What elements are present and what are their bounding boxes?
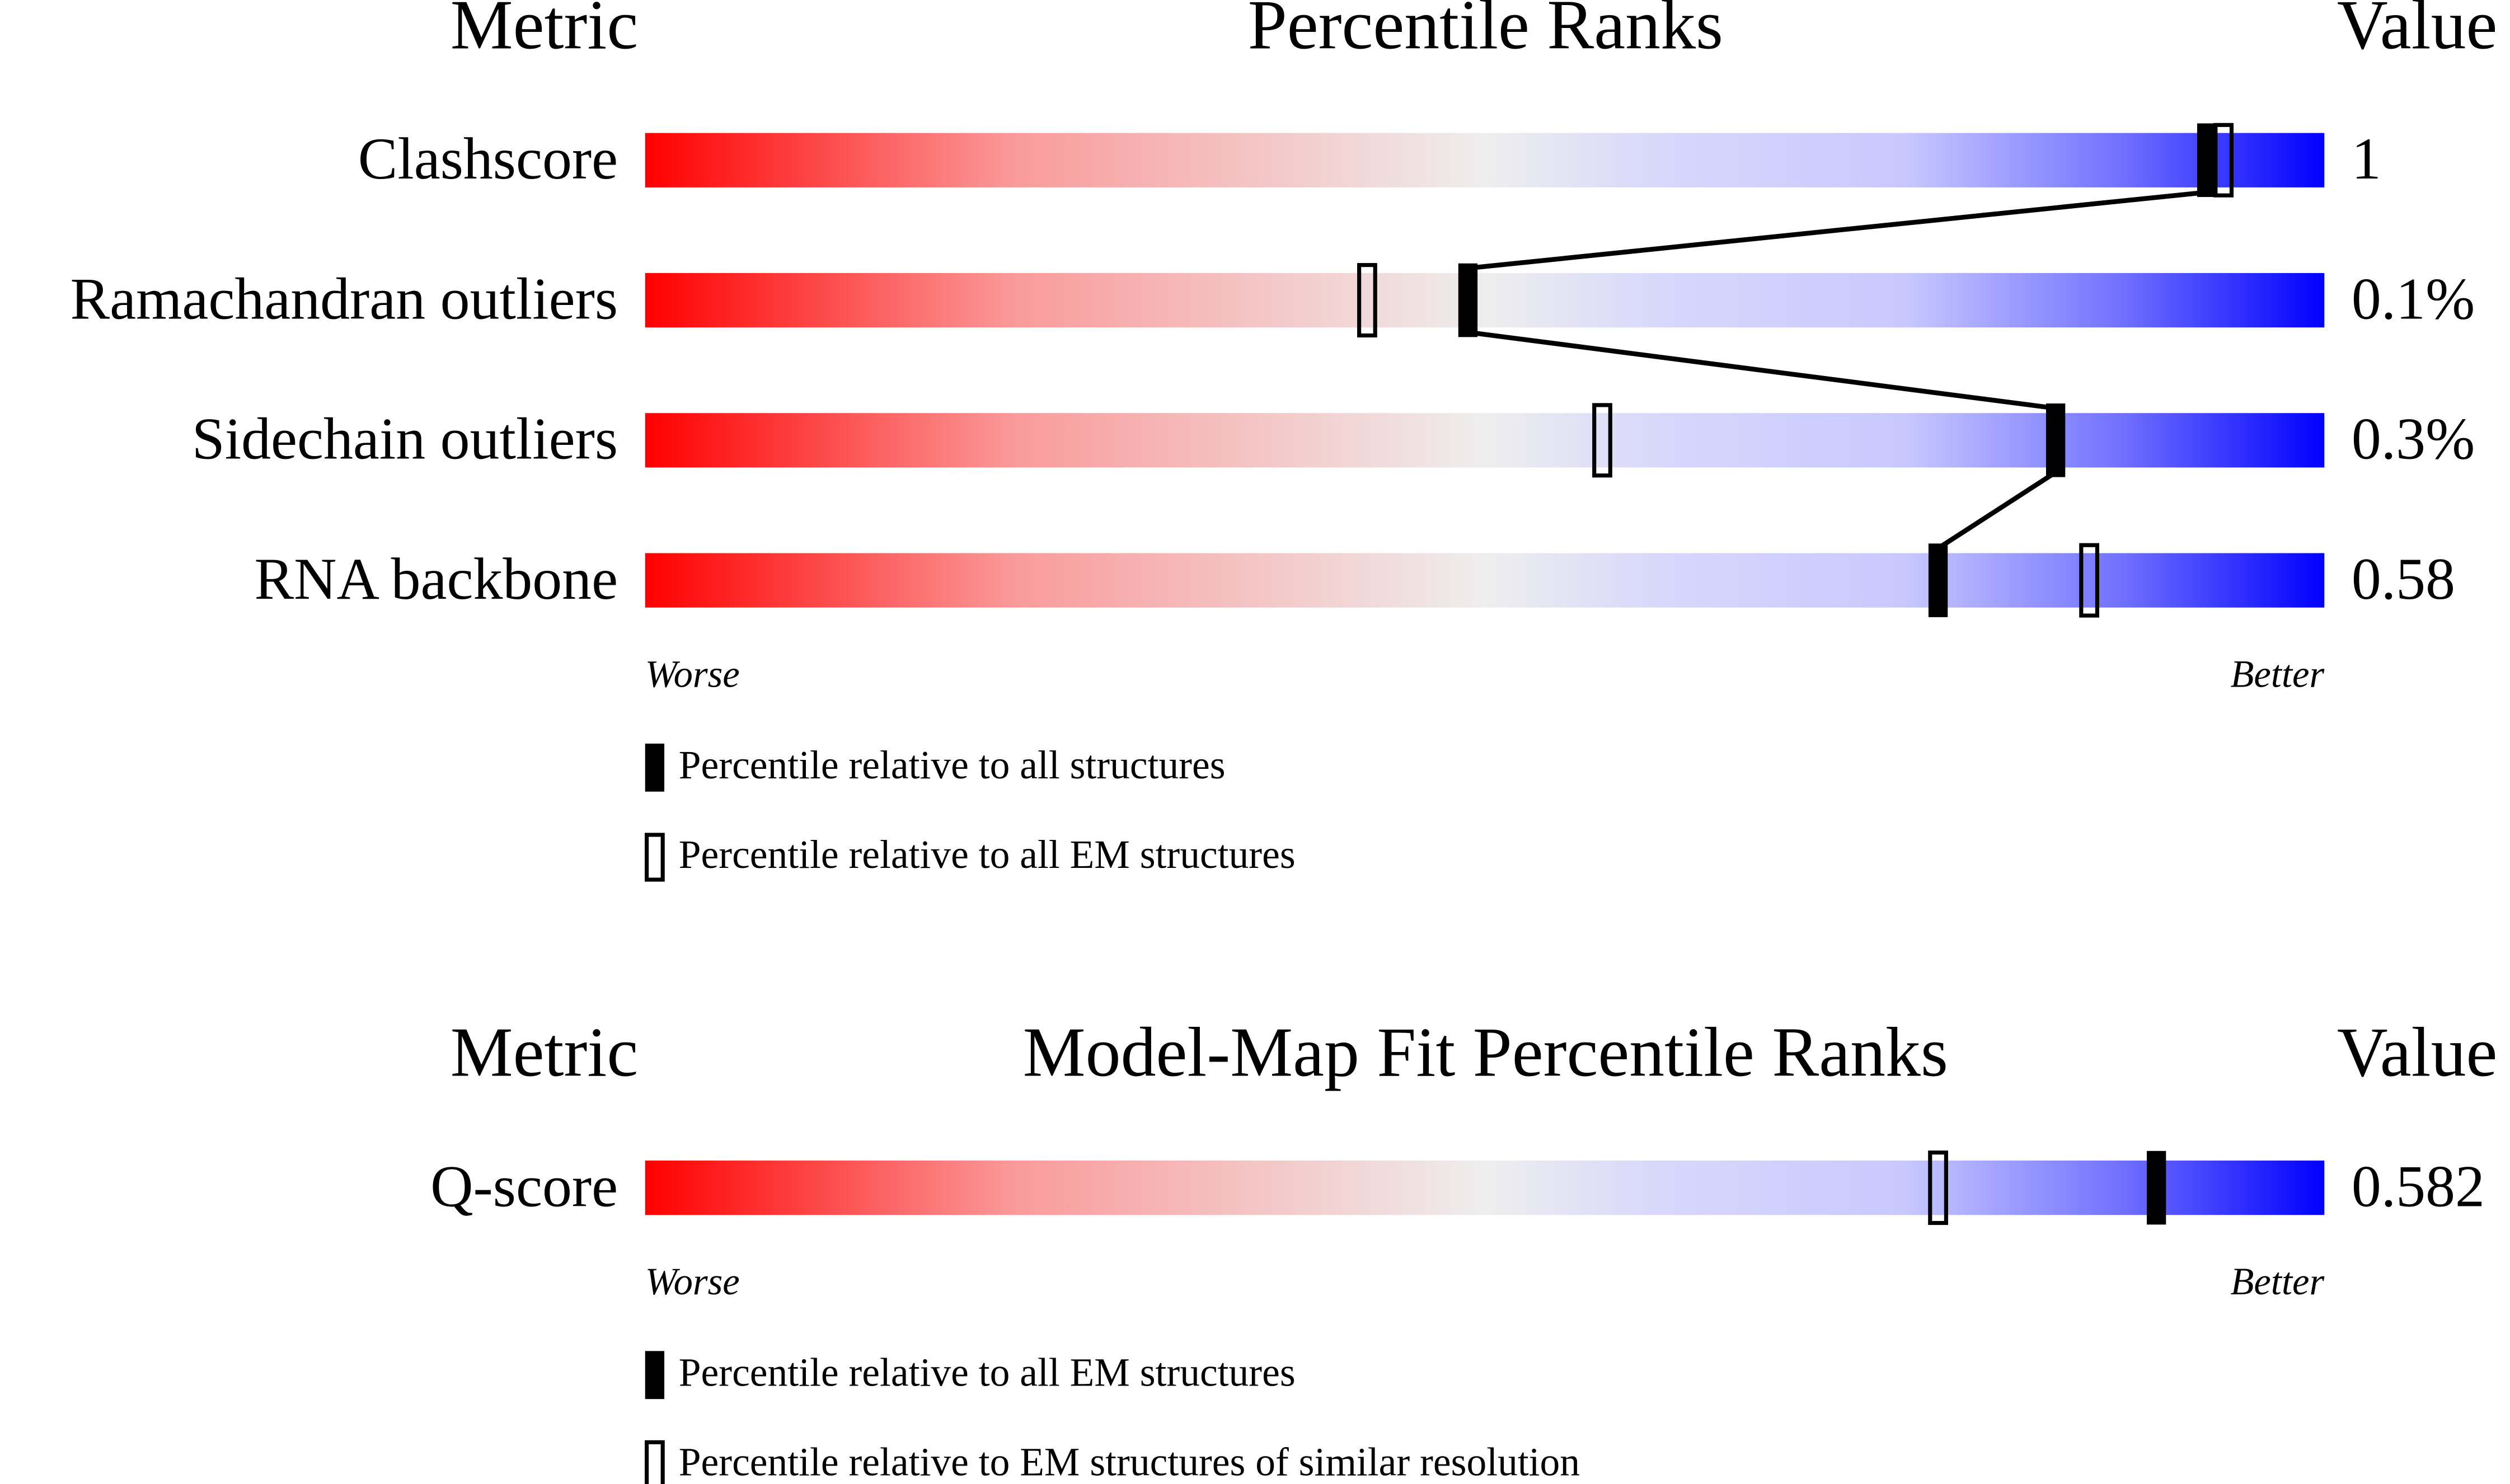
legend-filled: Percentile relative to all EM structures <box>679 1351 1296 1395</box>
metric-label: Clashscore <box>358 126 618 191</box>
metric-label: RNA backbone <box>255 546 618 612</box>
metric-value: 0.58 <box>2352 546 2455 612</box>
metric-label: Ramachandran outliers <box>71 266 618 331</box>
panel-title: Model-Map Fit Percentile Ranks <box>1023 1014 1948 1092</box>
metric-value: 1 <box>2352 126 2381 191</box>
legend-open-icon <box>644 1440 665 1484</box>
marker-all <box>1928 543 1948 617</box>
legend-filled-icon <box>645 743 665 792</box>
slider-bar <box>645 413 2325 468</box>
marker-all <box>2146 1150 2166 1225</box>
slider-bar <box>645 1160 2325 1215</box>
metric-value: 0.582 <box>2352 1153 2485 1219</box>
metric-header: Metric <box>451 1014 638 1092</box>
slider-bar <box>645 133 2325 187</box>
connector <box>1467 330 2056 411</box>
value-header: Value <box>2337 0 2498 64</box>
legend-filled: Percentile relative to all structures <box>679 743 1226 787</box>
metric-label: Sidechain outliers <box>192 406 618 472</box>
connector <box>1467 190 2207 271</box>
legend-open-icon <box>644 833 665 882</box>
better-label: Better <box>2231 652 2325 695</box>
legend-open: Percentile relative to EM structures of … <box>679 1440 1580 1484</box>
better-label: Better <box>2231 1260 2325 1303</box>
legend-open: Percentile relative to all EM structures <box>679 833 1296 877</box>
metric-header: Metric <box>451 0 638 64</box>
marker-em <box>1357 263 1377 338</box>
metric-label: Q-score <box>430 1153 618 1219</box>
worse-label: Worse <box>645 652 740 695</box>
slider-bar <box>645 273 2325 328</box>
panel-title: Percentile Ranks <box>1248 0 1723 64</box>
value-header: Value <box>2337 1014 2498 1092</box>
slider-bar <box>645 553 2325 608</box>
metric-value: 0.3% <box>2352 406 2475 472</box>
marker-em <box>1592 403 1612 478</box>
worse-label: Worse <box>645 1260 740 1303</box>
marker-em <box>2079 543 2100 618</box>
marker-all <box>2045 403 2066 477</box>
marker-em <box>1928 1150 1948 1225</box>
connector <box>1936 470 2057 551</box>
metric-value: 0.1% <box>2352 266 2475 331</box>
marker-all <box>1458 263 1478 337</box>
legend-filled-icon <box>645 1351 665 1400</box>
marker-all <box>2197 123 2217 198</box>
